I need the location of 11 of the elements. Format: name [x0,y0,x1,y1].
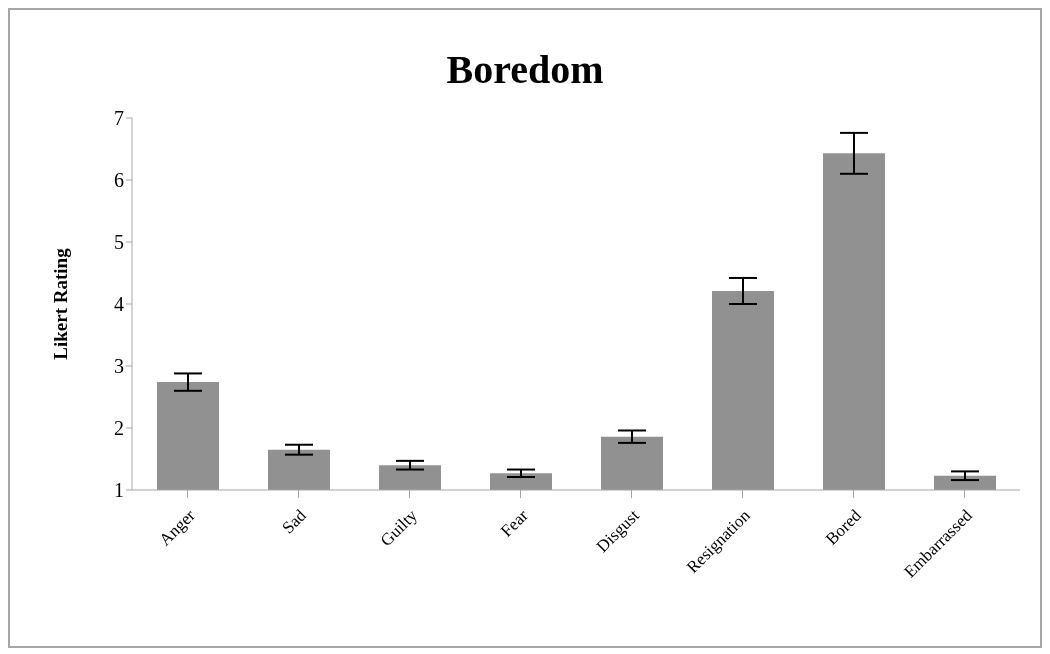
y-tick-label: 7 [114,107,124,130]
y-tick-label: 4 [114,293,124,316]
y-tick-label: 2 [114,417,124,440]
y-tick-label: 6 [114,169,124,192]
y-axis-title: Likert Rating [49,247,71,360]
y-tick-label: 1 [114,479,124,502]
y-tick-label: 5 [114,231,124,254]
x-tick-label: Sad [278,505,311,538]
x-tick-label: Fear [497,505,533,541]
y-tick-label: 3 [114,355,124,378]
chart-title: Boredom [445,46,605,93]
